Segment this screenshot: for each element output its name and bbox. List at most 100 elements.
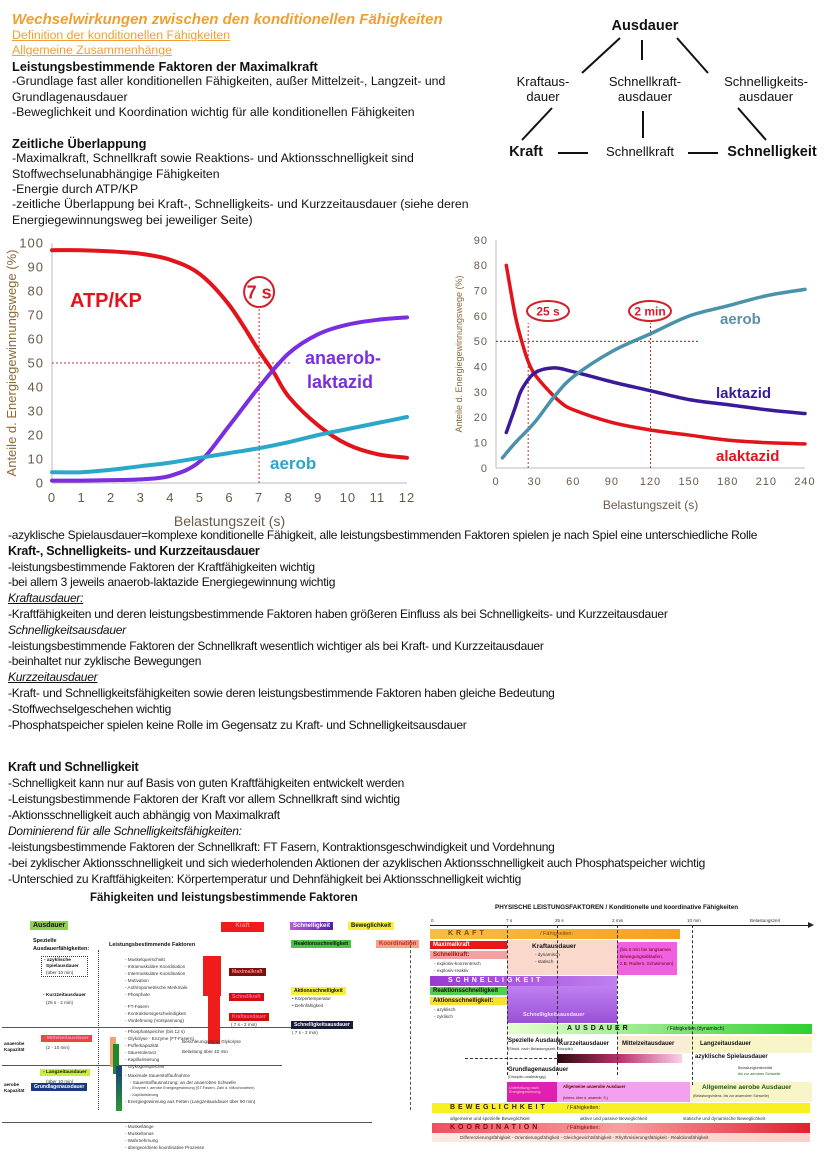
factor-item: - Glykogenspeicher <box>125 1064 165 1069</box>
factor-item: - Maximale Sauerstoffaufnahme <box>125 1073 191 1078</box>
label-maximalkraft: Maximalkraft <box>229 968 266 976</box>
text-line: -Stoffwechselgeschehen wichtig <box>8 701 172 716</box>
label-azyklische: - azyklische <box>44 958 71 963</box>
y-tick-label: 40 <box>28 380 44 395</box>
annotation-label: 7 s <box>247 282 272 302</box>
x-axis-label: Belastungszeit (s) <box>174 513 285 529</box>
node-schnelligkeitsausdauer: Schnelligkeits- ausdauer <box>724 74 808 104</box>
axis-label: Belastungszeit <box>750 918 780 923</box>
label-spezielle-ausdauer: Spezielle Ausdauer <box>508 1038 563 1044</box>
series-label-aerob: aerob <box>720 311 761 328</box>
factor-item: - Vordehnung (Vorspannung) <box>125 1018 184 1023</box>
note-line: z.B. Rudern, Schwimmen) <box>620 961 674 966</box>
factor-item: - Muskelquerschnitt <box>125 957 165 962</box>
label-mittelzeitausdauer: Mittelzeitausdauer <box>622 1041 675 1047</box>
x-tick-label: 210 <box>756 476 777 488</box>
label-kurzzeitausdauer: Kurzzeitausdauer <box>559 1041 610 1047</box>
node-schnellkraftausdauer: Schnellkraft- ausdauer <box>608 74 682 104</box>
subheading-dominierend: Dominierend für alle Schnelligkeitsfähig… <box>8 824 242 838</box>
label-beweglichkeit: Beweglichkeit <box>348 922 395 930</box>
factor-item: - Glykolyse - Enzyme (FT-Fasern) <box>125 1036 194 1041</box>
label-koerpertemperatur: • Körpertemperatur <box>292 996 331 1001</box>
series-line-anaerob-laktazid <box>50 315 409 483</box>
connector-line <box>676 37 709 74</box>
factor-item: - Wahrnehmung <box>125 1138 158 1143</box>
x-tick-label: 3 <box>137 490 145 505</box>
node-kraftausdauer: Kraftaus- dauer <box>516 74 570 104</box>
label-kraftausdauer-time: ( 7 s - 2 min) <box>231 1022 257 1027</box>
label-aerobe-ausdauer: Allgemeine aerobe Ausdauer <box>702 1084 792 1091</box>
text-line: -leistungsbestimmende Faktoren der Kraft… <box>8 559 315 574</box>
y-tick-label: 0 <box>481 463 488 475</box>
x-tick-label: 12 <box>399 490 415 505</box>
text-line: -leistungsbestimmende Faktoren der Schne… <box>8 840 555 854</box>
x-tick-label: 180 <box>717 476 738 488</box>
label-dehnfaehigkeit: • Dehnfähigkeit <box>292 1003 323 1008</box>
heading-kraft-und-schnelligkeit: Kraft und Schnelligkeit <box>8 760 139 774</box>
label-belastungsintensitaet: Belastungsintensität <box>738 1066 772 1070</box>
factor-item: - Muskellänge <box>125 1124 154 1129</box>
box-spielausdauer <box>41 956 88 977</box>
label-spezielle-ausdauer-note: (Strukt. nach Belastungszeit, Disziplin) <box>508 1047 573 1051</box>
series-line-aerob <box>500 287 807 460</box>
note-line: (bis 6 min bei langsamen <box>620 947 672 952</box>
label-mittelzeitausdauer-time: (2 - 10 min) <box>46 1045 70 1050</box>
text-line: -Grundlage fast aller konditionellen Fäh… <box>12 74 446 104</box>
label-bew: aktive und passive Beweglichkeit <box>580 1116 648 1121</box>
link-definition[interactable]: Definition der konditionellen Fähigkeite… <box>12 28 231 42</box>
label-dynamisch: - dynamisch <box>535 952 560 957</box>
factor-item: - Säuretoleranz <box>125 1050 157 1055</box>
annotation-circle <box>526 300 570 322</box>
label-aktionsschnelligkeit: Aktionsschnelligkeit: <box>430 997 507 1005</box>
connector-line <box>737 107 767 141</box>
x-tick-label: 90 <box>605 476 619 488</box>
intro-section: Wechselwirkungen zwischen den konditione… <box>12 11 490 228</box>
x-tick-label: 1 <box>77 490 85 505</box>
heading-ueberlappung: Zeitliche Überlappung <box>12 135 147 151</box>
connector-line <box>521 107 553 141</box>
label-ausdauerfaehigkeiten: Ausdauerfähigkeiten: <box>33 946 90 952</box>
label-ausdauer: Ausdauer <box>30 921 69 930</box>
band-schnelligkeit: SCHNELLIGKEIT <box>430 976 617 986</box>
factor-item: - Kapillarisierung <box>125 1057 160 1062</box>
text-line: -Schnelligkeit kann nur auf Basis von gu… <box>8 776 405 790</box>
axis-tick: 0 <box>431 918 434 923</box>
label-aerobe-note: (Belastungsintens. bis zur anaeroben Sch… <box>693 1094 769 1098</box>
series-line-atp-kp <box>50 248 409 460</box>
factor-item: - Intermuskuläre Koordination <box>125 971 186 976</box>
axis-tick: 7 s <box>506 918 513 923</box>
text-line: -Phosphatspeicher spielen keine Rolle im… <box>8 717 467 732</box>
label-koordination: Koordination <box>376 940 420 948</box>
band-beweglichkeit: BEWEGLICHKEIT / Fähigkeiten: <box>432 1103 810 1113</box>
label-explosiv-konzentrisch: - explosiv-konzentrisch <box>434 961 481 966</box>
label-anaerobe-ausdauer: Allgemeine anaerobe Ausdauer <box>563 1084 626 1089</box>
label-kapazitaet: Kapazität <box>4 1047 25 1052</box>
series-label-atp-kp: ATP/KP <box>70 290 142 312</box>
x-tick-label: 240 <box>794 476 815 488</box>
node-schnellkraft: Schnellkraft <box>606 144 674 159</box>
page-title: Wechselwirkungen zwischen den konditione… <box>12 11 443 28</box>
band-koordination: KOORDINATION / Fähigkeiten: <box>432 1123 810 1133</box>
series-line-aerob <box>50 415 409 475</box>
text-line: -bei zyklischer Aktionsschnelligkeit und… <box>8 856 706 870</box>
label-kapazitaet: Kapazität <box>4 1088 25 1093</box>
x-tick-label: 0 <box>48 490 56 505</box>
y-tick-label: 70 <box>474 286 488 298</box>
label-grundlagenausdauer: Grundlagenausdauer <box>508 1067 569 1073</box>
factor-item: - FT-Fasern <box>125 1004 149 1009</box>
label-kurzzeitausdauer: - Kurzzeitausdauer <box>43 993 86 998</box>
text-line: -bei allem 3 jeweils anaerob-laktazide E… <box>8 575 336 590</box>
y-tick-label: 50 <box>474 336 488 348</box>
label-grundlagenausdauer-note: (Disziplin-unabhängig) <box>508 1075 546 1079</box>
label-spielausdauer-time: (über 10 min) <box>46 970 74 975</box>
label-schnellkraft: Schnellkraft <box>229 993 264 1001</box>
label-anaerobe-note: (Intens. über d. anaerob. S.) <box>563 1096 608 1100</box>
chart-energy-0-240s: 0 10 20 30 40 50 60 70 80 90 0 30 60 90 120 150 180 210 24… <box>454 235 815 512</box>
series-label-laktazid: laktazid <box>716 385 771 402</box>
factor-item: - Kapillarisierung <box>130 1093 159 1097</box>
link-zusammenhaenge[interactable]: Allgemeine Zusammenhänge <box>12 43 172 58</box>
label-koordinationsfaehigkeiten: Differenzierungsfähigkeit - Orientierung… <box>460 1135 709 1140</box>
node-ausdauer: Ausdauer <box>611 18 679 34</box>
x-tick-label: 7 <box>255 490 263 505</box>
x-tick-label: 5 <box>196 490 204 505</box>
